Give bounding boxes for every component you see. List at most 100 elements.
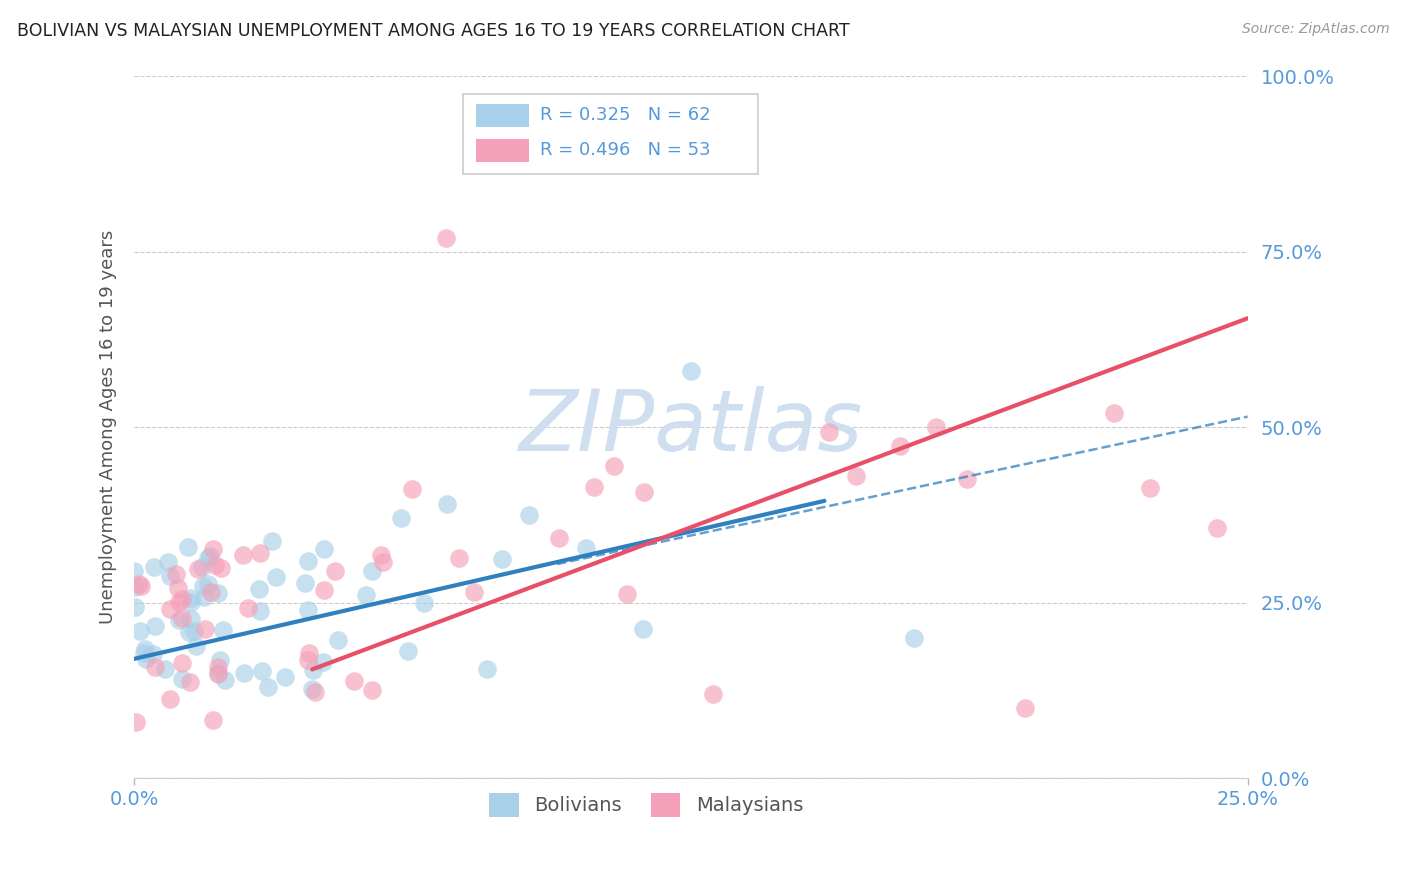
- Point: [301, 663, 323, 677]
- Point: [177, 540, 200, 554]
- Point: [211, 623, 233, 637]
- Point: [143, 618, 166, 632]
- Point: [128, 577, 150, 591]
- Point: [297, 603, 319, 617]
- Point: [202, 541, 225, 556]
- Point: [903, 631, 925, 645]
- Point: [1102, 406, 1125, 420]
- Point: [463, 584, 485, 599]
- Point: [172, 611, 194, 625]
- Point: [143, 660, 166, 674]
- Point: [1014, 701, 1036, 715]
- Point: [323, 565, 346, 579]
- Point: [200, 585, 222, 599]
- Point: [172, 672, 194, 686]
- Point: [312, 583, 335, 598]
- Point: [129, 624, 152, 639]
- Point: [207, 666, 229, 681]
- Point: [1206, 521, 1229, 535]
- Point: [197, 550, 219, 565]
- Point: [326, 632, 349, 647]
- Point: [889, 439, 911, 453]
- Point: [180, 612, 202, 626]
- Point: [845, 469, 868, 483]
- Point: [249, 545, 271, 559]
- Point: [250, 664, 273, 678]
- Point: [132, 647, 155, 661]
- Point: [679, 364, 702, 378]
- Text: ZIPatlas: ZIPatlas: [519, 385, 863, 468]
- Point: [702, 687, 724, 701]
- Point: [207, 659, 229, 673]
- Point: [135, 652, 157, 666]
- Point: [153, 662, 176, 676]
- Point: [124, 600, 146, 615]
- Point: [167, 581, 190, 595]
- Point: [125, 714, 148, 729]
- Point: [202, 713, 225, 727]
- Text: Source: ZipAtlas.com: Source: ZipAtlas.com: [1241, 22, 1389, 37]
- Point: [156, 555, 179, 569]
- Point: [191, 578, 214, 592]
- Point: [233, 666, 256, 681]
- Point: [370, 549, 392, 563]
- Point: [197, 577, 219, 591]
- Point: [818, 425, 841, 439]
- Point: [314, 541, 336, 556]
- Legend: Bolivians, Malaysians: Bolivians, Malaysians: [482, 786, 811, 825]
- Point: [312, 656, 335, 670]
- Point: [297, 553, 319, 567]
- Point: [247, 582, 270, 597]
- Point: [389, 511, 412, 525]
- Point: [134, 641, 156, 656]
- Point: [412, 596, 434, 610]
- Point: [209, 653, 232, 667]
- Point: [124, 564, 146, 578]
- Point: [575, 541, 598, 555]
- Point: [396, 644, 419, 658]
- Point: [179, 674, 201, 689]
- Point: [582, 480, 605, 494]
- Point: [603, 459, 626, 474]
- Point: [167, 594, 190, 608]
- Point: [159, 692, 181, 706]
- Point: [167, 613, 190, 627]
- Point: [180, 595, 202, 609]
- Point: [249, 604, 271, 618]
- Point: [304, 685, 326, 699]
- Point: [264, 570, 287, 584]
- Point: [298, 646, 321, 660]
- Text: BOLIVIAN VS MALAYSIAN UNEMPLOYMENT AMONG AGES 16 TO 19 YEARS CORRELATION CHART: BOLIVIAN VS MALAYSIAN UNEMPLOYMENT AMONG…: [17, 22, 849, 40]
- Point: [232, 548, 254, 562]
- Point: [207, 585, 229, 599]
- FancyBboxPatch shape: [475, 104, 529, 128]
- Point: [519, 508, 541, 522]
- Point: [294, 575, 316, 590]
- Point: [129, 579, 152, 593]
- Point: [194, 622, 217, 636]
- Point: [616, 587, 638, 601]
- Point: [360, 682, 382, 697]
- Point: [238, 601, 260, 615]
- Point: [143, 560, 166, 574]
- Point: [172, 592, 194, 607]
- Point: [301, 681, 323, 696]
- Point: [925, 420, 948, 434]
- Point: [371, 555, 394, 569]
- Point: [401, 482, 423, 496]
- Point: [159, 569, 181, 583]
- Point: [256, 680, 278, 694]
- Point: [193, 590, 215, 604]
- Point: [207, 666, 229, 681]
- Point: [343, 674, 366, 689]
- Point: [170, 657, 193, 671]
- Point: [274, 670, 297, 684]
- Text: R = 0.325   N = 62: R = 0.325 N = 62: [540, 105, 711, 124]
- Point: [434, 230, 457, 244]
- Point: [184, 640, 207, 654]
- Point: [436, 498, 458, 512]
- Point: [491, 552, 513, 566]
- Point: [165, 567, 187, 582]
- Point: [631, 622, 654, 636]
- Point: [142, 647, 165, 661]
